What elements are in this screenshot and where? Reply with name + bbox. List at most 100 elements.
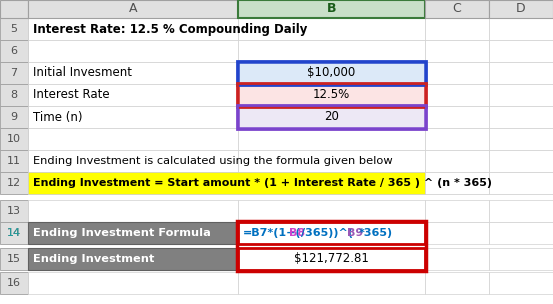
Text: =B7*(1+(: =B7*(1+(	[243, 228, 301, 238]
Bar	[238, 84, 425, 106]
Bar	[425, 150, 489, 172]
Bar	[0, 172, 28, 194]
Text: A: A	[129, 2, 137, 16]
Text: 7: 7	[11, 68, 18, 78]
Text: Ending Investment is calculated using the formula given below: Ending Investment is calculated using th…	[33, 156, 393, 166]
Bar	[0, 222, 28, 244]
Bar	[489, 84, 553, 106]
Bar	[489, 248, 553, 270]
Text: /365))^(: /365))^(	[301, 228, 353, 238]
Bar	[489, 200, 553, 222]
Bar	[0, 18, 28, 40]
Text: 13: 13	[7, 206, 21, 216]
Bar	[425, 200, 489, 222]
Text: $10,000: $10,000	[307, 67, 356, 80]
Text: Ending Investment = Start amount * (1 + Interest Rate / 365 ) ^ (n * 365): Ending Investment = Start amount * (1 + …	[33, 178, 492, 188]
Bar	[237, 221, 426, 271]
Bar	[238, 62, 425, 84]
Bar	[28, 172, 425, 194]
Bar	[28, 106, 238, 128]
Text: 20: 20	[324, 110, 339, 123]
Bar	[489, 172, 553, 194]
Text: $121,772.81: $121,772.81	[294, 253, 369, 265]
Bar	[425, 84, 489, 106]
Bar	[425, 106, 489, 128]
Bar	[0, 40, 28, 62]
Bar	[238, 106, 425, 128]
Bar	[489, 18, 553, 40]
Bar	[238, 84, 425, 106]
Bar	[425, 18, 489, 40]
Bar	[425, 222, 489, 244]
Bar	[489, 128, 553, 150]
Bar	[28, 172, 238, 194]
Bar	[425, 62, 489, 84]
Bar	[28, 222, 238, 244]
Bar	[0, 106, 28, 128]
Text: 16: 16	[7, 278, 21, 288]
Text: Interest Rate: 12.5 % Compounding Daily: Interest Rate: 12.5 % Compounding Daily	[33, 22, 307, 36]
Bar	[28, 18, 238, 40]
Text: D: D	[516, 2, 526, 16]
Bar	[0, 200, 28, 222]
Text: 10: 10	[7, 134, 21, 144]
Bar	[489, 150, 553, 172]
Text: C: C	[452, 2, 461, 16]
Bar	[238, 172, 425, 194]
Bar	[238, 106, 425, 128]
Bar	[28, 0, 238, 18]
Text: Interest Rate: Interest Rate	[33, 88, 109, 102]
Bar	[28, 84, 238, 106]
Bar	[425, 172, 489, 194]
Bar	[425, 40, 489, 62]
Bar	[28, 62, 238, 84]
Bar	[28, 128, 238, 150]
Bar	[28, 150, 238, 172]
Bar	[238, 128, 425, 150]
Bar	[238, 18, 425, 40]
Bar	[238, 150, 425, 172]
Text: Initial Invesment: Initial Invesment	[33, 67, 132, 80]
Bar	[489, 222, 553, 244]
Text: 15: 15	[7, 254, 21, 264]
Text: Time (n): Time (n)	[33, 110, 82, 123]
Bar	[238, 222, 425, 244]
Bar	[238, 200, 425, 222]
Text: *365): *365)	[359, 228, 393, 238]
Text: 12.5%: 12.5%	[313, 88, 350, 102]
Bar	[0, 248, 28, 270]
Bar	[28, 272, 238, 294]
Text: 9: 9	[11, 112, 18, 122]
Bar	[425, 248, 489, 270]
Text: Ending Investment Formula: Ending Investment Formula	[33, 228, 211, 238]
Bar	[0, 84, 28, 106]
Bar	[425, 0, 489, 18]
Bar	[0, 0, 28, 18]
Bar	[0, 62, 28, 84]
Bar	[489, 272, 553, 294]
Bar	[28, 40, 238, 62]
Bar	[0, 150, 28, 172]
Text: B8: B8	[289, 228, 305, 238]
Bar	[0, 272, 28, 294]
Bar	[425, 272, 489, 294]
Bar	[489, 172, 553, 194]
Text: 5: 5	[11, 24, 18, 34]
Bar	[28, 248, 238, 270]
Text: Ending Investment: Ending Investment	[33, 254, 154, 264]
Text: 11: 11	[7, 156, 21, 166]
Bar	[489, 0, 553, 18]
Text: 6: 6	[11, 46, 18, 56]
Bar	[0, 128, 28, 150]
Bar	[28, 200, 238, 222]
Bar	[489, 106, 553, 128]
Bar	[425, 172, 489, 194]
Bar	[238, 0, 425, 18]
Text: 14: 14	[7, 228, 21, 238]
Text: 12: 12	[7, 178, 21, 188]
Bar	[28, 222, 238, 244]
Bar	[238, 248, 425, 270]
Bar	[489, 40, 553, 62]
Text: 14: 14	[7, 228, 21, 238]
Bar	[238, 62, 425, 84]
